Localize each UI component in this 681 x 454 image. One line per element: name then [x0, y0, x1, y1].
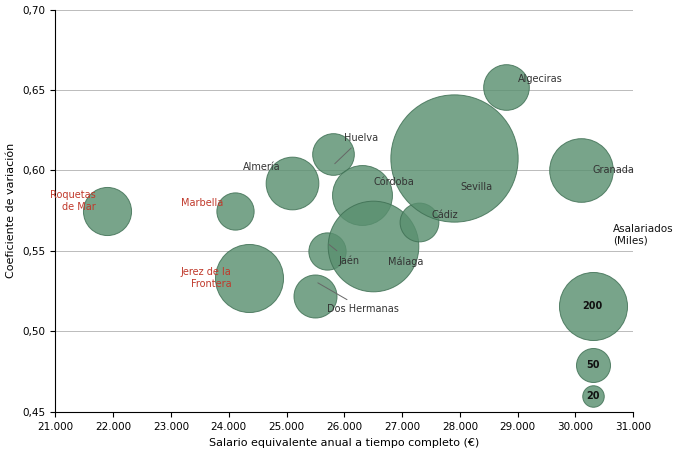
Point: [287, 180, 298, 187]
Point: [321, 247, 332, 255]
Point: [229, 207, 240, 214]
Text: Algeciras: Algeciras: [518, 74, 563, 84]
Point: [368, 242, 379, 250]
Point: [588, 361, 599, 369]
Point: [414, 218, 425, 226]
Text: Málaga: Málaga: [387, 257, 423, 267]
Text: 200: 200: [583, 301, 603, 311]
Point: [449, 154, 460, 161]
X-axis label: Salario equivalente anual a tiempo completo (€): Salario equivalente anual a tiempo compl…: [209, 439, 479, 449]
Point: [102, 207, 113, 214]
Text: Cádiz: Cádiz: [431, 211, 458, 221]
Text: Granada: Granada: [593, 165, 635, 175]
Text: Almería: Almería: [243, 162, 281, 172]
Y-axis label: Coeficiente de variación: Coeficiente de variación: [5, 143, 16, 278]
Text: Dos Hermanas: Dos Hermanas: [318, 283, 399, 314]
Text: Roquetas
de Mar: Roquetas de Mar: [50, 190, 96, 212]
Point: [588, 392, 599, 400]
Text: 50: 50: [586, 360, 599, 370]
Text: Córdoba: Córdoba: [373, 177, 414, 187]
Point: [501, 83, 511, 90]
Point: [356, 191, 367, 198]
Text: Jerez de la
Frontera: Jerez de la Frontera: [181, 267, 232, 289]
Point: [244, 275, 255, 282]
Point: [588, 302, 599, 309]
Text: Sevilla: Sevilla: [460, 182, 492, 192]
Text: Asalariados
(Miles): Asalariados (Miles): [613, 224, 674, 246]
Text: Huelva: Huelva: [335, 133, 379, 164]
Text: Marbella: Marbella: [180, 197, 223, 207]
Text: 20: 20: [586, 391, 599, 401]
Point: [576, 167, 587, 174]
Text: Jaén: Jaén: [329, 245, 360, 266]
Point: [328, 151, 338, 158]
Point: [310, 292, 321, 300]
